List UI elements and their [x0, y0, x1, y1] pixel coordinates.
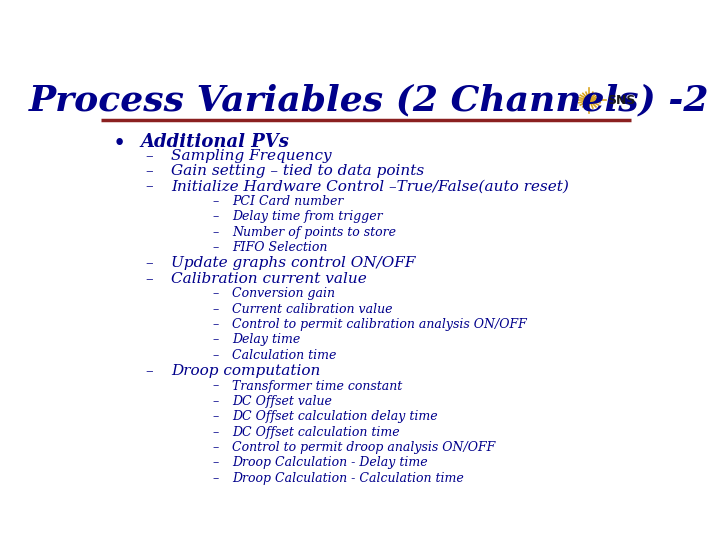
Text: Calibration current value: Calibration current value [171, 272, 366, 286]
Text: Gain setting – tied to data points: Gain setting – tied to data points [171, 164, 424, 178]
Text: –: – [213, 302, 219, 316]
Text: Additional PVs: Additional PVs [140, 133, 289, 151]
Text: Initialize Hardware Control –True/False(auto reset): Initialize Hardware Control –True/False(… [171, 180, 569, 193]
Text: Delay time from trigger: Delay time from trigger [233, 211, 383, 224]
Text: SNS: SNS [607, 93, 636, 106]
Text: Current calibration value: Current calibration value [233, 302, 393, 316]
Text: –: – [213, 226, 219, 239]
Text: FIFO Selection: FIFO Selection [233, 241, 328, 254]
Text: –: – [213, 211, 219, 224]
Text: –: – [145, 149, 153, 163]
Text: –: – [213, 395, 219, 408]
Text: –: – [213, 318, 219, 331]
Text: –: – [213, 349, 219, 362]
Text: –: – [145, 180, 153, 193]
Text: DC Offset calculation delay time: DC Offset calculation delay time [233, 410, 438, 423]
Text: –: – [213, 441, 219, 454]
Text: Number of points to store: Number of points to store [233, 226, 396, 239]
Text: •: • [112, 133, 125, 156]
Text: Droop Calculation - Delay time: Droop Calculation - Delay time [233, 456, 428, 469]
Text: Droop Calculation - Calculation time: Droop Calculation - Calculation time [233, 472, 464, 485]
Text: DC Offset value: DC Offset value [233, 395, 332, 408]
Text: Droop computation: Droop computation [171, 364, 320, 378]
Text: –: – [213, 287, 219, 300]
Text: DC Offset calculation time: DC Offset calculation time [233, 426, 400, 438]
Text: Process Variables (2 Channels) -2: Process Variables (2 Channels) -2 [29, 84, 709, 118]
Text: Control to permit calibration analysis ON/OFF: Control to permit calibration analysis O… [233, 318, 527, 331]
Text: –: – [213, 456, 219, 469]
Text: –: – [213, 333, 219, 346]
Text: Transformer time constant: Transformer time constant [233, 380, 402, 393]
Text: –: – [213, 195, 219, 208]
Text: Sampling Frequency: Sampling Frequency [171, 149, 331, 163]
Text: –: – [145, 256, 153, 271]
Text: –: – [145, 364, 153, 378]
Text: –: – [213, 380, 219, 393]
Text: –: – [213, 426, 219, 438]
Text: –: – [145, 272, 153, 286]
Text: Delay time: Delay time [233, 333, 300, 346]
Text: PCI Card number: PCI Card number [233, 195, 343, 208]
Text: Conversion gain: Conversion gain [233, 287, 336, 300]
Text: –: – [213, 472, 219, 485]
Text: –: – [213, 410, 219, 423]
Text: Control to permit droop analysis ON/OFF: Control to permit droop analysis ON/OFF [233, 441, 495, 454]
Text: Calculation time: Calculation time [233, 349, 337, 362]
Text: –: – [145, 164, 153, 178]
Text: –: – [213, 241, 219, 254]
Text: Update graphs control ON/OFF: Update graphs control ON/OFF [171, 256, 415, 271]
